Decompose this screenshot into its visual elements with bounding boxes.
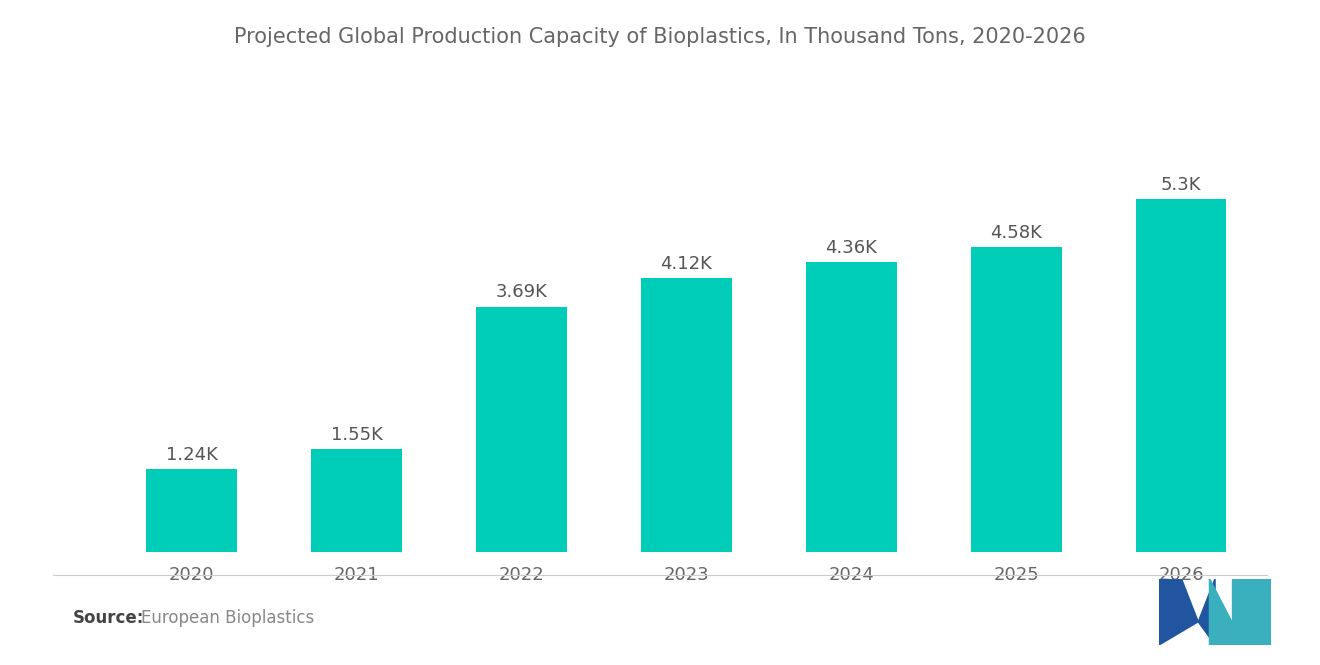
Text: European Bioplastics: European Bioplastics [141,609,314,628]
Text: 1.24K: 1.24K [166,446,218,464]
Polygon shape [1199,579,1214,645]
Bar [807,262,896,552]
Polygon shape [1159,579,1199,645]
Bar [312,449,403,552]
Text: 4.12K: 4.12K [660,255,713,273]
Bar [477,307,566,552]
Text: 1.55K: 1.55K [331,426,383,444]
Polygon shape [1232,579,1271,645]
Text: 4.36K: 4.36K [825,239,878,257]
Text: 3.69K: 3.69K [495,283,548,301]
Bar [970,247,1061,552]
Polygon shape [1209,579,1232,645]
Bar [642,278,731,552]
Bar [147,469,238,552]
Text: 4.58K: 4.58K [990,224,1041,242]
Text: Projected Global Production Capacity of Bioplastics, In Thousand Tons, 2020-2026: Projected Global Production Capacity of … [234,27,1086,47]
Text: Source:: Source: [73,609,144,628]
Text: 5.3K: 5.3K [1160,176,1201,194]
Bar [1135,200,1226,552]
